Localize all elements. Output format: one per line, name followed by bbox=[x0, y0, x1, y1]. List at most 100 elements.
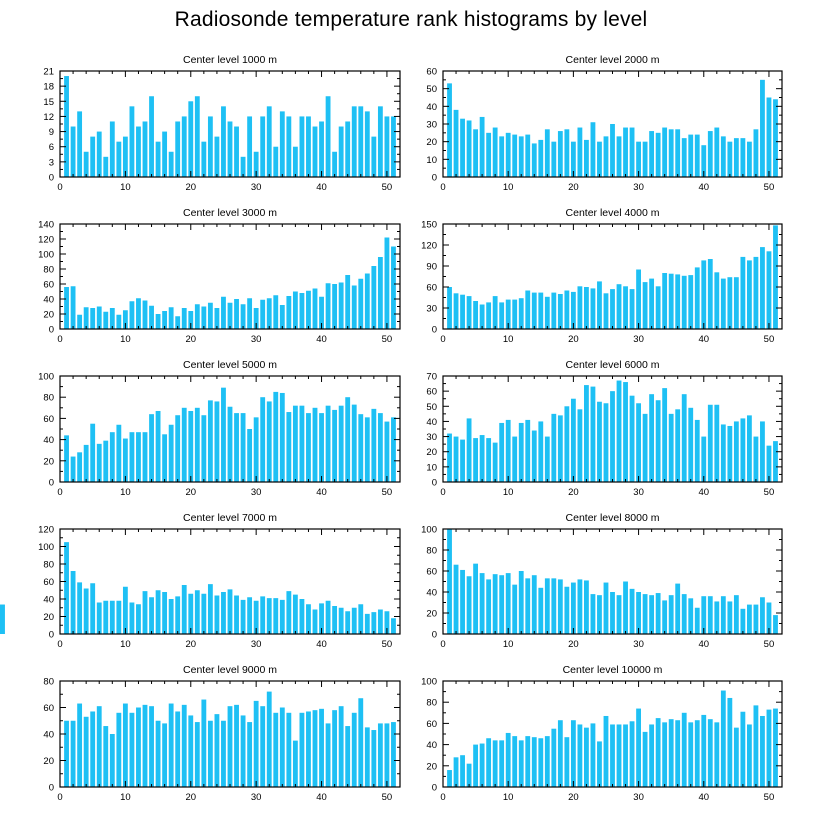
bar bbox=[64, 435, 69, 482]
bar bbox=[701, 714, 707, 787]
bar bbox=[512, 584, 518, 634]
bar bbox=[122, 703, 128, 787]
bar bbox=[694, 267, 700, 329]
x-tick-label: 0 bbox=[57, 182, 62, 193]
bar bbox=[694, 134, 700, 177]
bar bbox=[286, 591, 292, 634]
bar bbox=[181, 704, 187, 787]
x-tick-label: 30 bbox=[633, 639, 644, 650]
bar bbox=[649, 278, 655, 329]
bar bbox=[371, 266, 377, 329]
bar bbox=[175, 121, 181, 177]
y-tick-label: 10 bbox=[426, 155, 437, 166]
x-tick-label: 50 bbox=[382, 792, 393, 803]
bar bbox=[564, 290, 570, 329]
bar bbox=[77, 582, 83, 634]
bar bbox=[371, 408, 377, 482]
panel-title: Center level 1000 m bbox=[183, 54, 277, 66]
bar bbox=[116, 712, 122, 787]
bar bbox=[610, 391, 615, 482]
x-tick-label: 20 bbox=[185, 487, 196, 498]
y-tick-label: 20 bbox=[43, 456, 54, 467]
bar bbox=[194, 96, 200, 177]
bar bbox=[214, 308, 220, 329]
bar bbox=[551, 578, 557, 634]
bar bbox=[707, 404, 713, 482]
bar bbox=[701, 596, 707, 634]
bar bbox=[746, 141, 752, 177]
bar bbox=[479, 435, 485, 482]
bar bbox=[345, 726, 351, 787]
bar bbox=[96, 131, 102, 177]
bar bbox=[149, 96, 154, 177]
x-tick-label: 40 bbox=[316, 639, 327, 650]
bar bbox=[162, 723, 168, 787]
bar bbox=[642, 594, 648, 634]
bar bbox=[221, 387, 226, 482]
bar bbox=[70, 571, 76, 634]
bar bbox=[96, 602, 102, 634]
bar bbox=[122, 136, 128, 177]
bar bbox=[240, 156, 246, 177]
bar bbox=[194, 590, 200, 634]
bar bbox=[201, 593, 207, 634]
bar bbox=[129, 106, 135, 177]
panel-title: Center level 7000 m bbox=[183, 512, 277, 524]
bar bbox=[760, 421, 765, 482]
bar bbox=[740, 256, 746, 329]
bar bbox=[642, 413, 648, 482]
panel-title: Center level 3000 m bbox=[183, 207, 277, 219]
bar bbox=[201, 141, 207, 177]
bar bbox=[773, 441, 778, 482]
bar bbox=[662, 273, 668, 329]
panel-4: Center level 4000 m 0 10 20 30 40 50 0 30 60 90 120… bbox=[421, 207, 783, 345]
bar bbox=[538, 139, 544, 177]
y-tick-label: 50 bbox=[426, 84, 437, 95]
bar bbox=[377, 609, 383, 634]
bar bbox=[525, 736, 531, 787]
bar bbox=[292, 291, 298, 329]
bar bbox=[714, 722, 720, 787]
bar bbox=[312, 710, 318, 787]
bar bbox=[610, 724, 615, 787]
y-tick-label: 0 bbox=[49, 783, 54, 794]
bar bbox=[655, 132, 661, 177]
bar bbox=[332, 284, 338, 329]
bar bbox=[194, 407, 200, 482]
x-tick-label: 10 bbox=[503, 792, 514, 803]
bar bbox=[207, 584, 213, 634]
bar bbox=[610, 592, 615, 634]
bar bbox=[629, 588, 635, 634]
x-tick-label: 0 bbox=[440, 182, 445, 193]
x-tick-label: 30 bbox=[251, 792, 262, 803]
bar bbox=[629, 289, 635, 329]
bar bbox=[531, 430, 537, 482]
bar bbox=[551, 413, 557, 482]
bar bbox=[83, 588, 89, 634]
bar bbox=[675, 720, 681, 787]
bar bbox=[70, 126, 76, 177]
bar bbox=[466, 576, 472, 634]
bar bbox=[149, 305, 154, 329]
bar bbox=[570, 398, 576, 482]
bar bbox=[319, 121, 324, 177]
bar bbox=[64, 76, 69, 177]
bar bbox=[655, 718, 661, 787]
bar bbox=[492, 740, 498, 787]
bar bbox=[221, 720, 226, 787]
bar bbox=[766, 709, 772, 787]
bar bbox=[247, 722, 253, 787]
y-tick-label: 0 bbox=[432, 783, 437, 794]
bar bbox=[227, 589, 233, 634]
bar bbox=[746, 724, 752, 787]
bar bbox=[525, 578, 531, 634]
x-tick-label: 50 bbox=[382, 182, 393, 193]
x-tick-label: 10 bbox=[120, 334, 131, 345]
x-tick-label: 10 bbox=[503, 639, 514, 650]
bar bbox=[564, 737, 570, 787]
bar bbox=[544, 129, 550, 177]
bar bbox=[90, 308, 96, 329]
y-tick-label: 80 bbox=[43, 560, 54, 571]
bar bbox=[584, 385, 589, 482]
bar bbox=[668, 719, 674, 787]
